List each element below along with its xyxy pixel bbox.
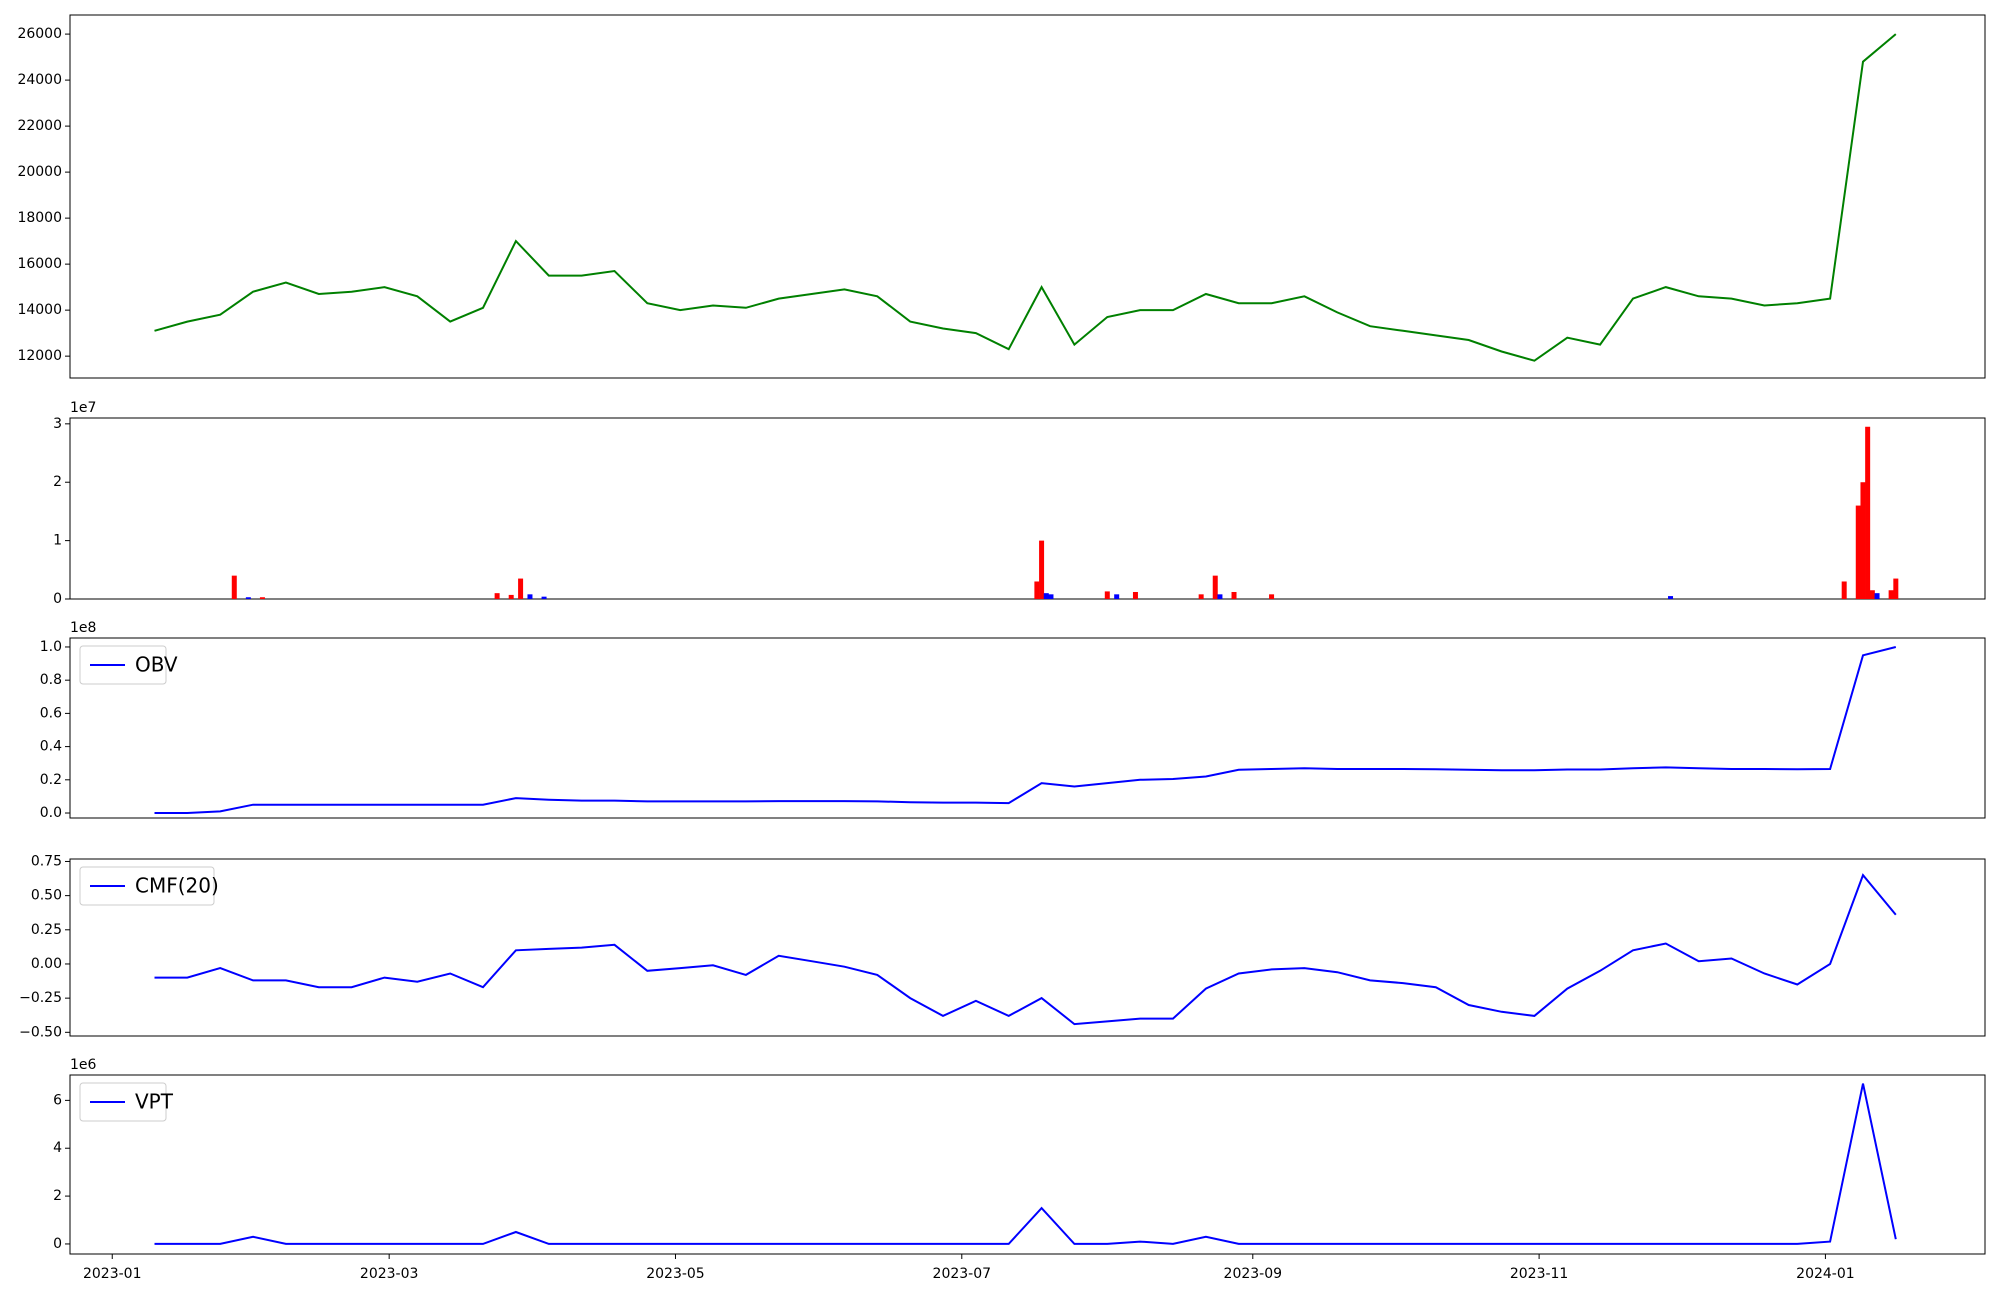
- legend-label: VPT: [135, 1090, 174, 1114]
- y-tick-label: 16000: [17, 256, 62, 272]
- bar: [1865, 426, 1871, 599]
- y-tick-label: 12000: [17, 348, 62, 364]
- axes-frame: [69, 1074, 1986, 1255]
- x-tick-label: 2023-11: [1510, 1266, 1569, 1282]
- y-tick-label: −0.25: [19, 990, 62, 1006]
- bar: [1869, 590, 1875, 599]
- y-tick-label: 0.6: [40, 705, 62, 721]
- bar: [518, 578, 524, 599]
- panel: 0 1 2 3 1e7: [53, 400, 1986, 607]
- x-tick-label: 2024-01: [1796, 1266, 1855, 1282]
- bar: [259, 597, 265, 599]
- y-tick-label: 2: [53, 474, 62, 490]
- y-tick-label: 14000: [17, 302, 62, 318]
- bar: [1860, 482, 1866, 599]
- bar: [1048, 594, 1054, 599]
- bar: [1114, 594, 1120, 599]
- y-tick-label: 18000: [17, 210, 62, 226]
- y-tick-label: 0.4: [40, 739, 62, 755]
- bar: [1212, 575, 1218, 599]
- y-tick-label: 0: [53, 1236, 62, 1252]
- y-tick-label: 0.2: [40, 772, 62, 788]
- y-tick-label: 20000: [17, 164, 62, 180]
- legend-box: [79, 866, 215, 906]
- y-tick-label: 1.0: [40, 639, 62, 655]
- y-tick-label: 22000: [17, 118, 62, 134]
- bar: [1217, 594, 1223, 599]
- panel: −0.50 −0.25 0.00 0.25 0.50 0.75 CMF(20): [19, 853, 1986, 1040]
- bar: [508, 594, 514, 599]
- axis-offset-label: 1e6: [70, 1057, 97, 1073]
- axis-offset-label: 1e8: [70, 620, 96, 636]
- line: [154, 646, 1897, 814]
- bar: [1668, 596, 1674, 599]
- y-tick-label: 0.25: [31, 922, 62, 938]
- axes-frame: [69, 637, 1986, 819]
- panel: 12000 14000 16000 18000 20000 22000 24000 26000: [17, 14, 1986, 379]
- panel: 0 2 4 6 1e6 2023-01 2023-03 2023-05 2023-07 2023-…: [53, 1057, 1986, 1282]
- bar: [1874, 593, 1880, 599]
- x-tick-label: 2023-05: [646, 1266, 705, 1282]
- x-tick-label: 2023-03: [360, 1266, 419, 1282]
- y-tick-label: 0: [53, 591, 62, 607]
- axes-frame: [69, 858, 1986, 1037]
- y-tick-label: 4: [53, 1140, 62, 1156]
- bar: [245, 597, 251, 599]
- bar: [1231, 591, 1237, 599]
- x-tick-label: 2023-01: [83, 1266, 142, 1282]
- bar: [1039, 540, 1045, 599]
- bar: [1855, 505, 1861, 599]
- bar: [231, 575, 237, 599]
- y-tick-label: 0.00: [31, 956, 62, 972]
- bar: [494, 593, 500, 599]
- bar: [1269, 594, 1275, 599]
- axes-frame: [69, 14, 1986, 379]
- panel: 0.0 0.2 0.4 0.6 0.8 1.0 1e8 OBV: [40, 620, 1986, 821]
- bar: [1888, 590, 1894, 599]
- y-tick-label: 26000: [17, 26, 62, 42]
- y-tick-label: 0.8: [40, 672, 62, 688]
- x-tick-label: 2023-09: [1224, 1266, 1283, 1282]
- bar: [1132, 591, 1138, 599]
- bar: [1034, 581, 1040, 599]
- y-tick-label: 0.0: [40, 805, 62, 821]
- axes-frame: [69, 417, 1986, 600]
- y-tick-label: −0.50: [19, 1024, 62, 1040]
- axis-offset-label: 1e7: [70, 400, 96, 416]
- bar: [527, 594, 533, 599]
- bar: [1104, 591, 1110, 599]
- bar: [1841, 581, 1847, 599]
- line: [154, 873, 1897, 1026]
- line: [154, 33, 1897, 362]
- y-tick-label: 6: [53, 1092, 62, 1108]
- bar: [1043, 593, 1049, 599]
- y-tick-label: 1: [53, 533, 62, 549]
- bar: [1893, 578, 1899, 599]
- bar: [541, 596, 547, 599]
- y-tick-label: 24000: [17, 72, 62, 88]
- y-tick-label: 0.75: [31, 853, 62, 869]
- y-tick-label: 2: [53, 1188, 62, 1204]
- legend-label: CMF(20): [135, 874, 219, 898]
- legend-label: OBV: [135, 653, 178, 677]
- line: [154, 1083, 1897, 1245]
- x-tick-label: 2023-07: [933, 1266, 992, 1282]
- y-tick-label: 3: [53, 416, 62, 432]
- bar: [1198, 594, 1204, 599]
- y-tick-label: 0.50: [31, 888, 62, 904]
